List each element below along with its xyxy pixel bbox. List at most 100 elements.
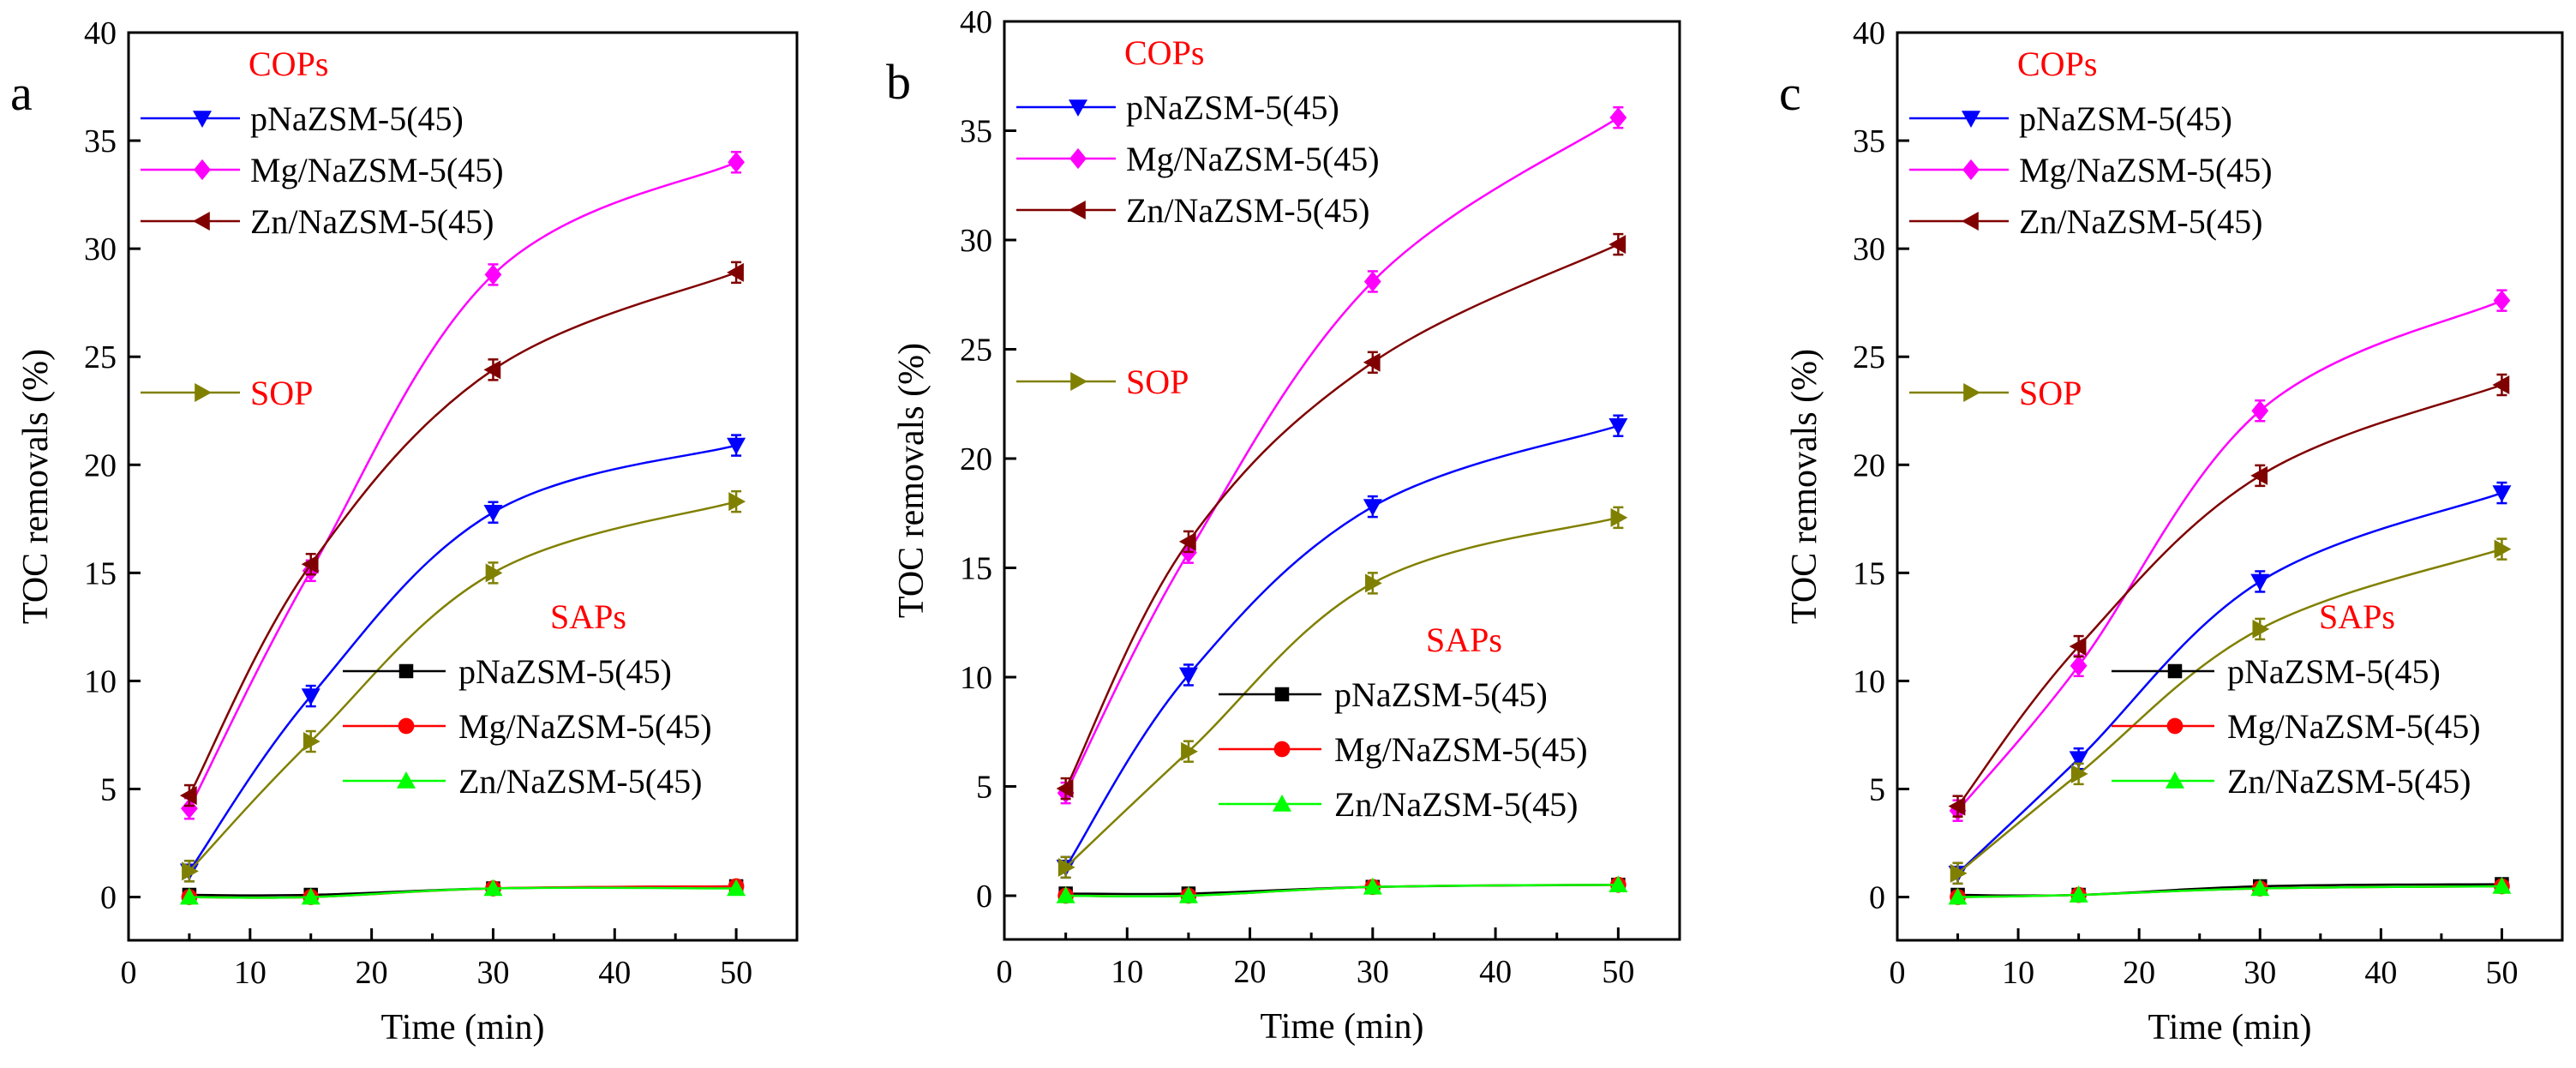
legend: COPs pNaZSM-5(45) Mg/NaZSM-5(45) Zn/NaZSM-5… (1909, 45, 2481, 801)
x-axis-label: Time (min) (2148, 1008, 2312, 1047)
y-tick-label: 15 (84, 555, 117, 591)
data-point (1056, 886, 1075, 903)
x-tick-label: 50 (1602, 954, 1634, 990)
legend-label: Zn/NaZSM-5(45) (1334, 785, 1578, 824)
data-point (2069, 751, 2088, 769)
legend-marker (398, 717, 415, 735)
legend-marker (194, 159, 211, 181)
legend-label: Zn/NaZSM-5(45) (2227, 762, 2471, 801)
series-line (1956, 491, 2502, 874)
legend-label: Zn/NaZSM-5(45) (1126, 191, 1369, 230)
y-tick-label: 15 (960, 551, 992, 587)
data-point (2250, 879, 2270, 897)
data-point (2069, 885, 2088, 903)
legend-marker (398, 663, 414, 679)
data-point (727, 879, 746, 897)
legend-title-sop: SOP (2019, 374, 2082, 412)
legend-label: pNaZSM-5(45) (250, 99, 464, 138)
data-point (2494, 539, 2512, 559)
series-saps-5 (1057, 876, 1626, 904)
y-tick-label: 40 (1853, 15, 1885, 51)
data-point (1609, 107, 1627, 129)
y-tick-label: 35 (84, 123, 117, 159)
legend-label: Zn/NaZSM-5(45) (2019, 202, 2262, 241)
x-tick-label: 50 (720, 955, 752, 991)
data-point (727, 437, 746, 455)
legend-marker (1070, 372, 1087, 391)
data-point (1178, 531, 1196, 551)
data-point (1363, 877, 1382, 895)
x-tick-label: 0 (1890, 955, 1906, 991)
data-point (2251, 400, 2269, 422)
data-point (2250, 465, 2268, 485)
legend-marker (195, 383, 212, 402)
y-tick-label: 20 (960, 441, 992, 477)
series-sop-3 (1057, 506, 1628, 879)
data-point (2493, 290, 2511, 311)
legend-title-saps: SAPs (1426, 621, 1502, 659)
panel-letter: a (10, 65, 33, 121)
data-point (1950, 863, 1968, 883)
data-point (179, 786, 197, 806)
series-line (1065, 884, 1619, 898)
data-point (727, 262, 744, 282)
legend-marker (2166, 717, 2184, 735)
y-tick-label: 20 (1853, 447, 1885, 483)
data-point (2492, 485, 2512, 503)
y-tick-label: 25 (960, 333, 992, 369)
data-point (301, 688, 321, 706)
chart-panel-b: 0 10 20 30 40 50 0 5 10 15 20 25 30 35 40 Time (min) TOC… (886, 4, 1681, 1047)
legend-marker (1069, 99, 1087, 117)
plot-frame (1896, 31, 2564, 942)
data-point (2250, 573, 2270, 591)
legend-marker (397, 771, 416, 789)
y-axis-label: TOC removals (%) (16, 349, 56, 624)
data-point (1365, 573, 1382, 593)
series-line (188, 161, 737, 809)
data-point (1363, 352, 1381, 372)
y-tick-label: 15 (1853, 555, 1885, 591)
series-cops-2 (1948, 373, 2510, 818)
legend-label: Mg/NaZSM-5(45) (2019, 151, 2273, 189)
y-tick-label: 0 (1869, 880, 1885, 916)
series-line (1064, 243, 1619, 789)
series-saps-6 (179, 879, 746, 905)
series-line (1956, 383, 2502, 807)
legend: COPs pNaZSM-5(45) Mg/NaZSM-5(45) Zn/NaZSM-5… (1016, 33, 1588, 824)
x-tick-label: 30 (2244, 955, 2276, 991)
x-tick-label: 0 (997, 954, 1013, 990)
data-point (303, 732, 321, 752)
legend-title-cops: COPs (1124, 33, 1204, 72)
x-tick-label: 20 (2123, 955, 2155, 991)
series-cops-2 (179, 261, 744, 807)
data-point (179, 887, 199, 905)
plot-frame (1003, 20, 1681, 941)
y-tick-label: 10 (960, 660, 992, 696)
y-tick-label: 20 (84, 447, 117, 483)
y-tick-label: 25 (1853, 339, 1885, 375)
data-point (728, 492, 746, 512)
y-axis-label: TOC removals (%) (1785, 349, 1824, 624)
data-point (1363, 271, 1381, 292)
series-line (189, 886, 737, 899)
data-point (2492, 375, 2510, 394)
legend-label: Mg/NaZSM-5(45) (1334, 730, 1588, 769)
legend-label: pNaZSM-5(45) (458, 652, 672, 691)
data-point (1609, 235, 1626, 255)
legend-marker (1962, 111, 1980, 128)
series-line (1956, 299, 2502, 812)
series-line (1957, 885, 2502, 898)
data-point (1363, 499, 1382, 517)
legend-label: pNaZSM-5(45) (2227, 652, 2441, 691)
data-point (728, 152, 745, 173)
x-tick-label: 20 (356, 955, 388, 991)
legend-marker (2166, 771, 2184, 789)
y-tick-label: 30 (1853, 231, 1885, 267)
y-tick-label: 40 (960, 4, 992, 40)
data-point (484, 264, 502, 285)
legend-title-cops: COPs (249, 45, 328, 83)
x-tick-label: 10 (1111, 954, 1143, 990)
legend-marker (1962, 212, 1979, 231)
x-tick-label: 40 (1479, 954, 1512, 990)
